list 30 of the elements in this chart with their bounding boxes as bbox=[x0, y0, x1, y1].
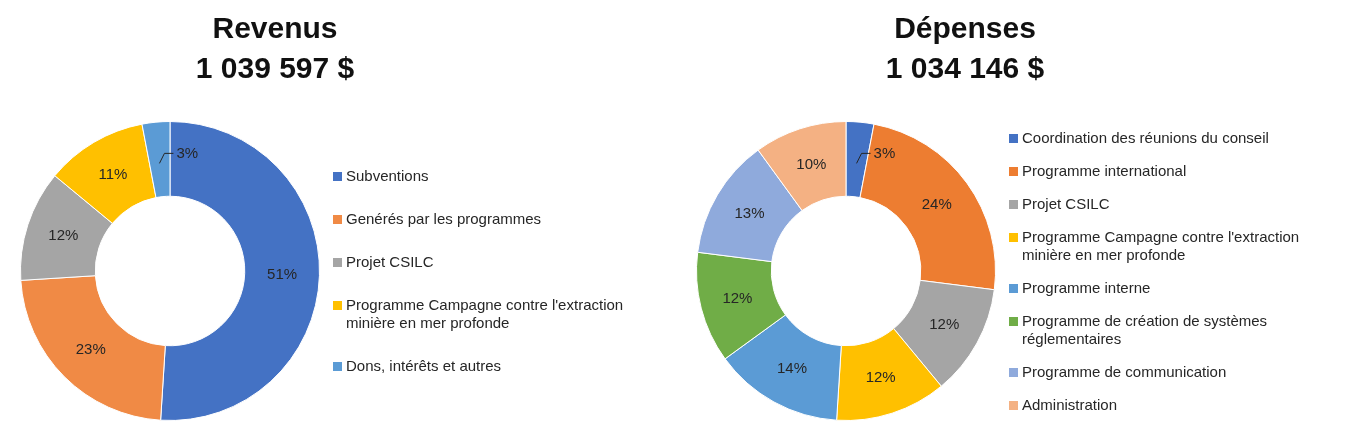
data-label: 11% bbox=[98, 164, 128, 182]
chart-title: Dépenses bbox=[893, 10, 1037, 46]
data-label: 12% bbox=[722, 289, 753, 307]
legend-label: Administration bbox=[1022, 395, 1118, 414]
chart-subtitle: 1 039 597 $ bbox=[194, 50, 356, 86]
data-label: 13% bbox=[734, 204, 765, 222]
legend-label: Programme Campagne contre l'extraction minière en mer profonde bbox=[346, 296, 625, 332]
data-label: 12% bbox=[48, 226, 79, 244]
data-label: 3% bbox=[176, 143, 199, 161]
data-label: 10% bbox=[796, 154, 827, 172]
data-label: 14% bbox=[776, 359, 807, 377]
data-label: 12% bbox=[865, 367, 896, 385]
data-label: 23% bbox=[75, 340, 106, 358]
data-label: 12% bbox=[929, 315, 960, 333]
data-label: 3% bbox=[873, 143, 896, 161]
legend-label: Programme de communication bbox=[1022, 362, 1227, 381]
legend-label: Projet CSILC bbox=[1022, 194, 1110, 213]
legend-label: Programme de création de systèmes réglementaires bbox=[1022, 311, 1269, 348]
legend-label: Coordination des réunions du conseil bbox=[1022, 128, 1269, 147]
data-label: 51% bbox=[267, 264, 298, 282]
legend-label: Genérés par les programmes bbox=[346, 210, 542, 228]
data-label: 24% bbox=[921, 195, 952, 213]
legend-label: Programme Campagne contre l'extraction minière en mer profonde bbox=[1022, 227, 1301, 264]
legend-label: Subventions bbox=[346, 167, 429, 185]
legend-label: Dons, intérêts et autres bbox=[346, 357, 502, 375]
legend-label: Programme interne bbox=[1022, 278, 1151, 297]
legend-label: Projet CSILC bbox=[346, 253, 434, 271]
legend-label: Programme international bbox=[1022, 161, 1187, 180]
chart-title: Revenus bbox=[211, 10, 339, 46]
chart-subtitle: 1 034 146 $ bbox=[884, 50, 1046, 86]
